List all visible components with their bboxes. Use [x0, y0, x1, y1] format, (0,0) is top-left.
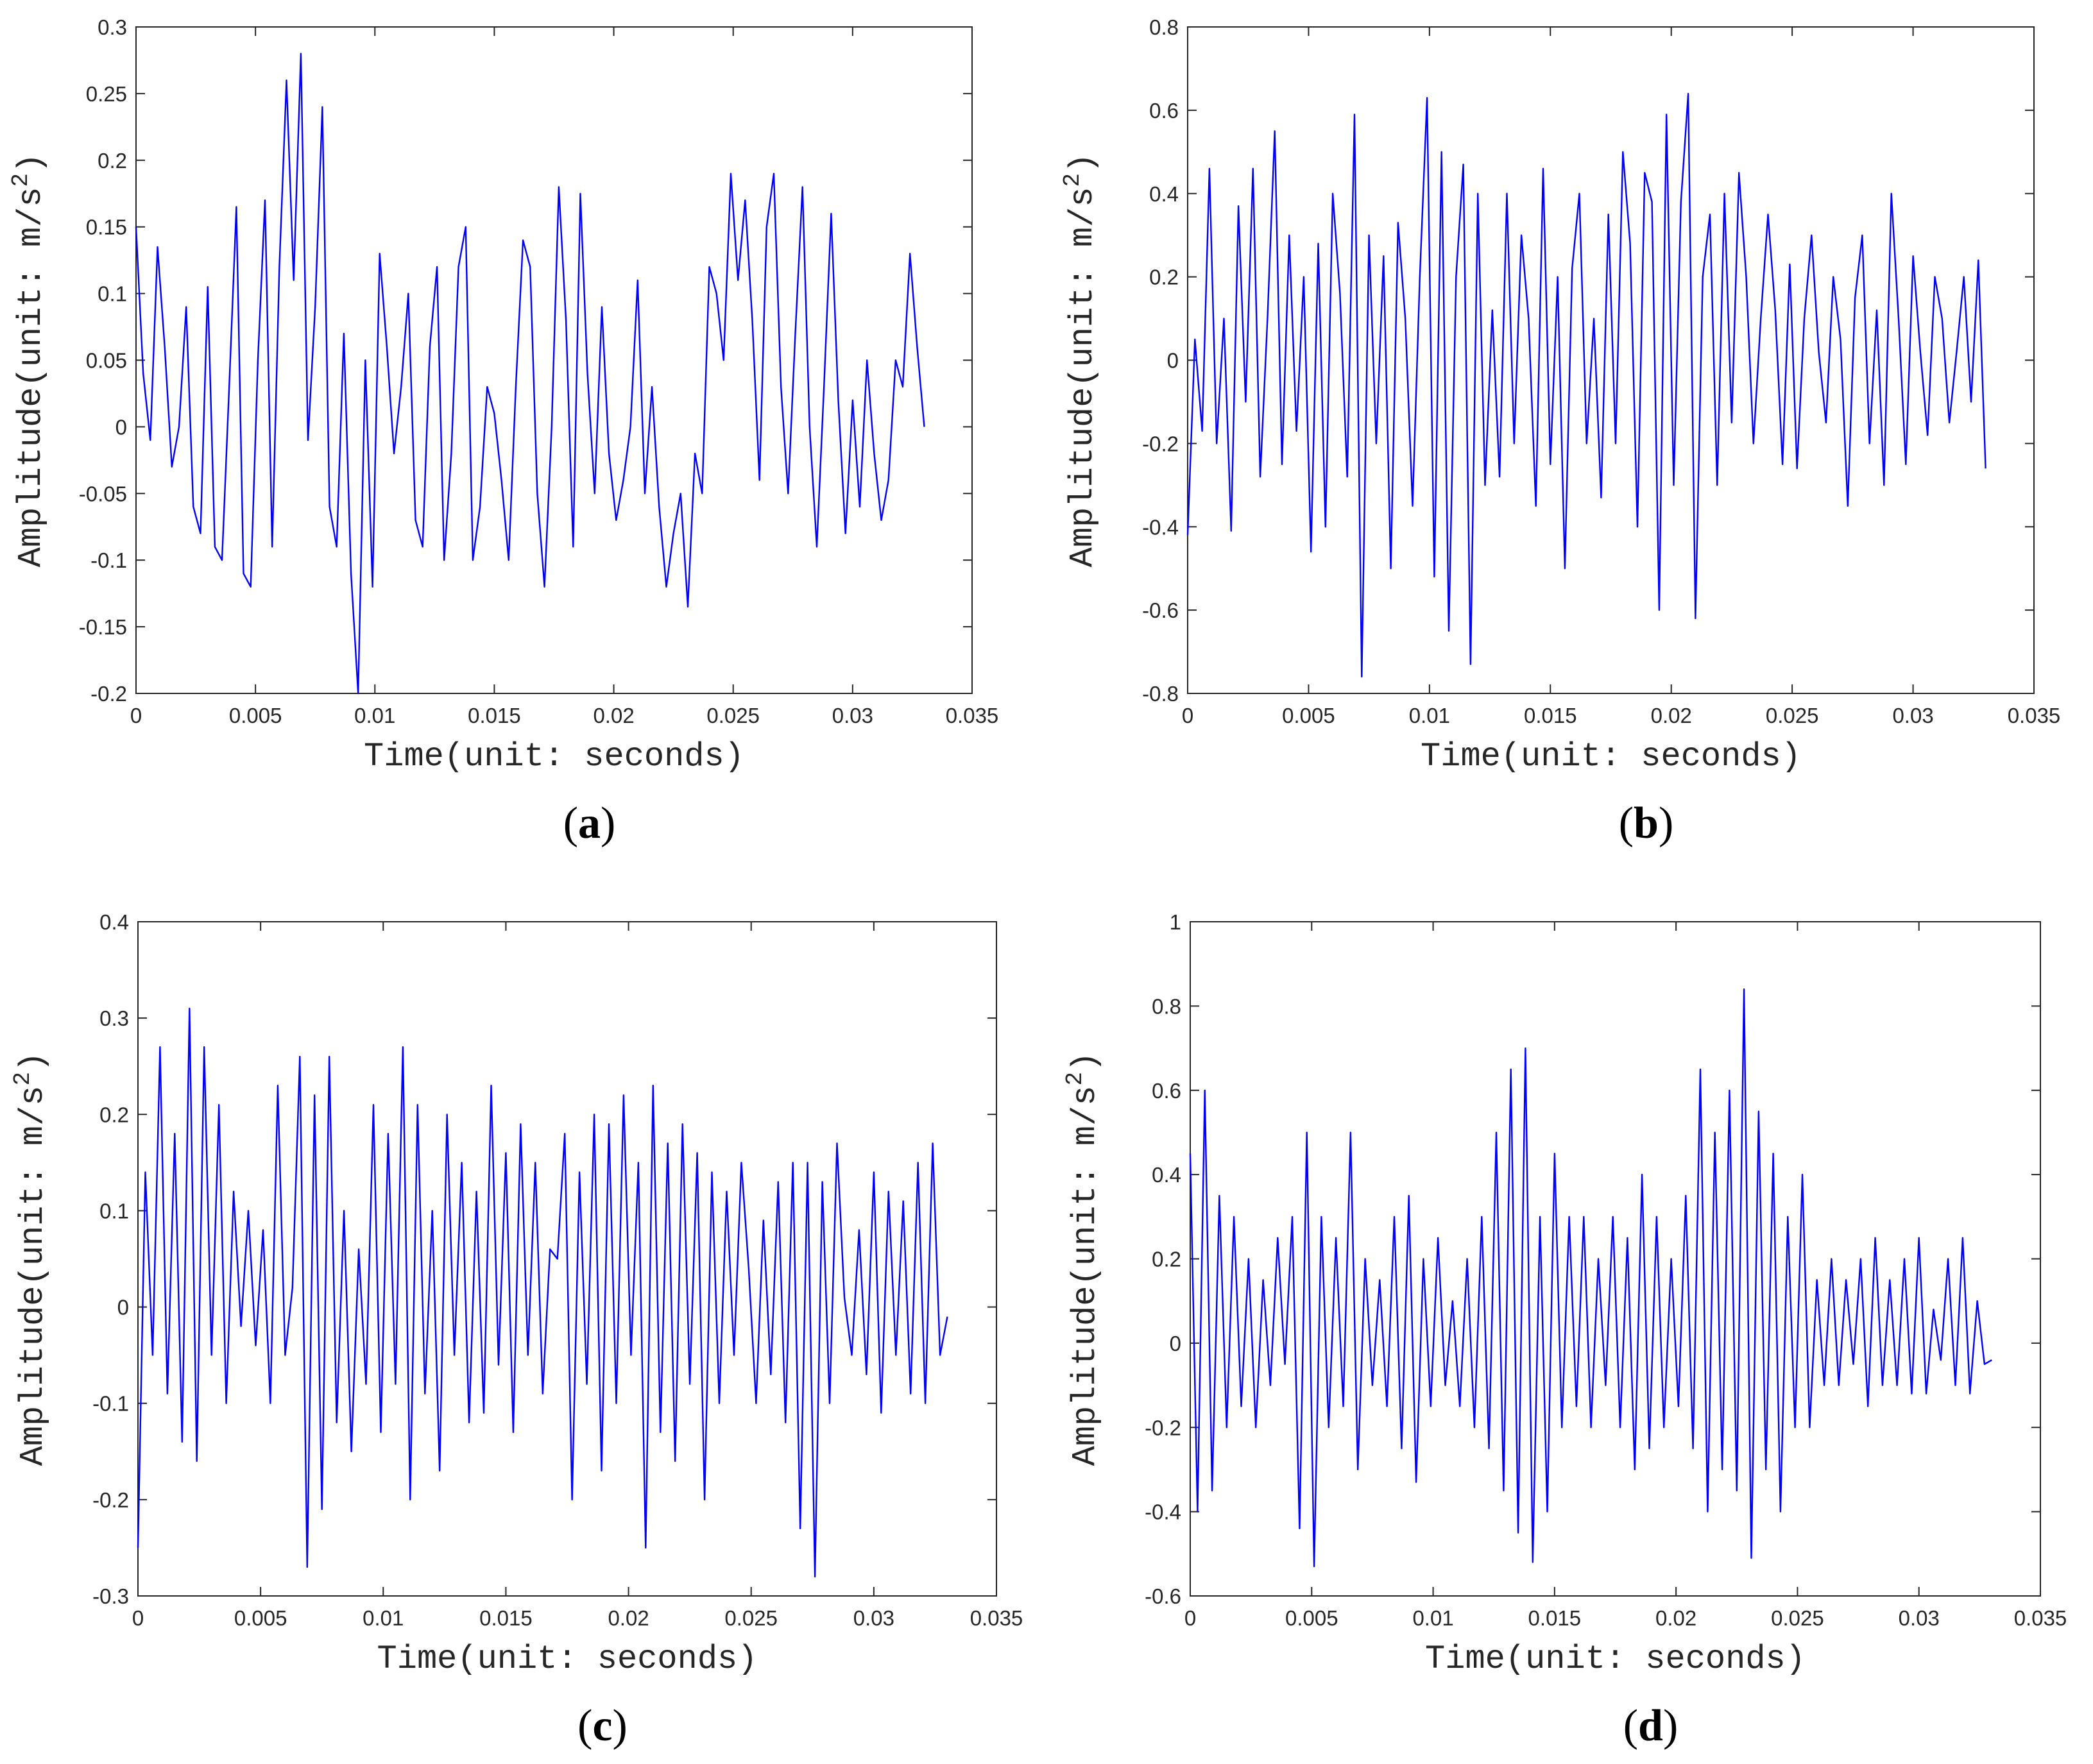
y-tick-label: 0 — [1167, 349, 1179, 373]
x-tick-label: 0 — [132, 1606, 144, 1630]
y-tick-label: 0.2 — [1152, 1248, 1181, 1271]
y-tick-label: 0.4 — [1149, 182, 1179, 206]
y-tick-label: 0.3 — [98, 15, 127, 39]
plot-area-frame — [1187, 26, 2035, 694]
y-tick-label: -0.4 — [1145, 1500, 1181, 1524]
y-tick-label: 0.1 — [99, 1199, 129, 1223]
x-tick-label: 0.03 — [1892, 704, 1933, 727]
x-tick-label: 0.025 — [706, 704, 760, 727]
x-tick-label: 0.005 — [234, 1606, 287, 1630]
y-tick-label: 0.6 — [1149, 99, 1179, 123]
x-tick-label: 0.02 — [608, 1606, 649, 1630]
series-line-signal-c — [137, 1007, 948, 1578]
y-axis-label: Amplitude(unit: m/s2) — [1062, 1052, 1105, 1466]
y-tick-label: 0 — [1170, 1332, 1181, 1355]
y-tick-label: 0 — [117, 1296, 129, 1319]
series-line-signal-b — [1186, 92, 1986, 678]
y-tick-label: -0.2 — [90, 682, 127, 706]
x-tick-label: 0.03 — [853, 1606, 894, 1630]
x-tick-label: 0.02 — [593, 704, 634, 727]
y-tick-label: 0.4 — [1152, 1163, 1181, 1187]
x-tick-label: 0.035 — [2008, 704, 2061, 727]
x-tick-label: 0.02 — [1655, 1606, 1696, 1630]
series-line-signal-d — [1189, 988, 1992, 1568]
y-tick-label: 0.2 — [99, 1103, 129, 1126]
y-tick-label: -0.6 — [1145, 1584, 1181, 1608]
y-axis-label: Amplitude(unit: m/s2) — [10, 1052, 53, 1466]
chart-panel-c: 0 0.005 0.01 0.015 0.02 0.025 0.03 0.035 -0.3 -0.… — [10, 910, 1023, 1751]
y-tick-label: -0.4 — [1142, 515, 1179, 539]
x-tick-label: 0 — [1182, 704, 1193, 727]
chart-panel-d: 0 0.005 0.01 0.015 0.02 0.025 0.03 0.035 -0.6 -0.… — [1062, 910, 2067, 1751]
x-tick-label: 0.035 — [2014, 1606, 2067, 1630]
x-tick-label: 0.005 — [229, 704, 282, 727]
x-tick-label: 0.025 — [724, 1606, 778, 1630]
x-tick-label: 0.015 — [468, 704, 521, 727]
x-axis-label: Time(unit: seconds) — [1425, 1640, 1806, 1678]
y-tick-label: 0.25 — [86, 82, 127, 106]
y-tick-label: 0.15 — [86, 216, 127, 239]
panel-label: (a) — [563, 799, 616, 848]
x-tick-label: 0.03 — [832, 704, 873, 727]
y-axis-label: Amplitude(unit: m/s2) — [1059, 153, 1102, 568]
y-tick-label: -0.2 — [92, 1488, 129, 1512]
y-axis-label: Amplitude(unit: m/s2) — [8, 153, 51, 568]
y-tick-label: -0.2 — [1145, 1416, 1181, 1439]
x-tick-label: 0.005 — [1285, 1606, 1338, 1630]
plot-area-frame — [1190, 921, 2041, 1597]
panel-label: (d) — [1623, 1701, 1679, 1751]
x-tick-label: 0.035 — [946, 704, 999, 727]
x-tick-label: 0.02 — [1651, 704, 1692, 727]
x-tick-label: 0.015 — [1524, 704, 1577, 727]
x-tick-label: 0.01 — [363, 1606, 404, 1630]
y-tick-label: 0.2 — [1149, 266, 1179, 289]
y-tick-label: 0.1 — [98, 282, 127, 306]
y-tick-label: 0.2 — [98, 149, 127, 173]
y-tick-label: -0.05 — [79, 482, 127, 505]
y-tick-label: -0.3 — [92, 1584, 129, 1608]
x-axis-label: Time(unit: seconds) — [377, 1640, 758, 1678]
chart-panel-a: 0 0.005 0.01 0.015 0.02 0.025 0.03 0.035 -0.2 -0.… — [8, 15, 999, 848]
x-tick-label: 0.03 — [1899, 1606, 1940, 1630]
y-tick-label: 0 — [115, 415, 127, 439]
y-tick-label: 0.8 — [1152, 994, 1181, 1018]
y-tick-label: -0.15 — [79, 615, 127, 639]
series-line-signal-a — [135, 53, 925, 695]
panel-label: (b) — [1619, 799, 1674, 848]
x-tick-label: 0.005 — [1282, 704, 1335, 727]
y-tick-label: 0.4 — [99, 910, 129, 934]
x-tick-label: 0.015 — [479, 1606, 533, 1630]
y-tick-label: -0.1 — [90, 548, 127, 572]
x-tick-label: 0.035 — [970, 1606, 1023, 1630]
x-tick-label: 0.01 — [354, 704, 395, 727]
y-tick-label: 0.8 — [1149, 15, 1179, 39]
x-tick-label: 0.01 — [1412, 1606, 1453, 1630]
y-tick-label: 0.05 — [86, 349, 127, 373]
y-tick-label: -0.8 — [1142, 682, 1179, 706]
panel-label: (c) — [577, 1701, 628, 1751]
y-tick-label: -0.1 — [92, 1392, 129, 1416]
x-axis-label: Time(unit: seconds) — [364, 738, 744, 776]
x-tick-label: 0.025 — [1766, 704, 1819, 727]
y-tick-label: 1 — [1170, 910, 1181, 934]
y-tick-label: 0.6 — [1152, 1079, 1181, 1103]
x-tick-label: 0 — [1184, 1606, 1196, 1630]
y-tick-label: -0.6 — [1142, 598, 1179, 622]
y-tick-label: -0.2 — [1142, 432, 1179, 455]
x-tick-label: 0.015 — [1528, 1606, 1582, 1630]
chart-panel-b: 0 0.005 0.01 0.015 0.02 0.025 0.03 0.035 -0.8 -0.… — [1059, 15, 2061, 848]
x-tick-label: 0.025 — [1771, 1606, 1824, 1630]
x-axis-label: Time(unit: seconds) — [1421, 738, 1801, 776]
x-tick-label: 0 — [130, 704, 142, 727]
x-tick-label: 0.01 — [1409, 704, 1450, 727]
y-tick-label: 0.3 — [99, 1006, 129, 1030]
